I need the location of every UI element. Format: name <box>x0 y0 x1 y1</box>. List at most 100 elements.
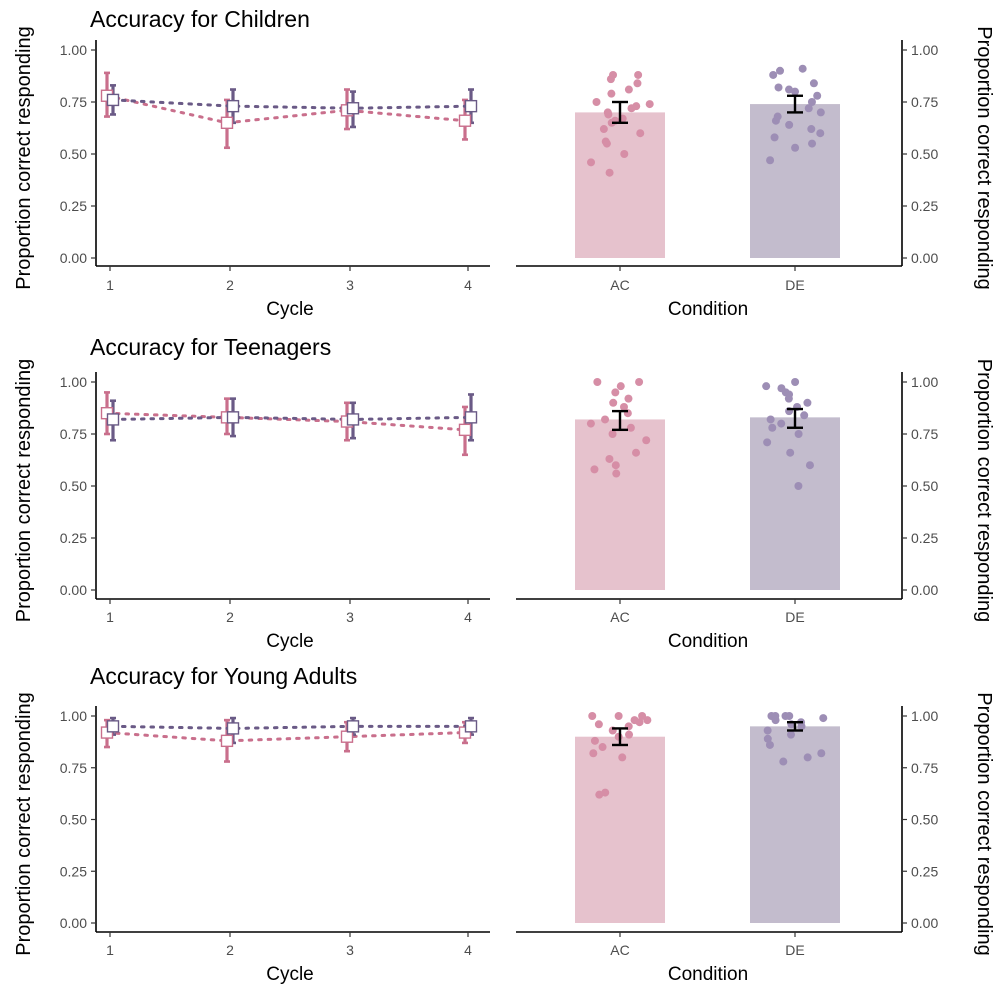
data-point-AC <box>602 139 611 148</box>
chart-title: Accuracy for Children <box>90 6 310 32</box>
series-line-DE <box>111 415 473 421</box>
y-tick-label: 0.25 <box>60 198 87 214</box>
marker-DE <box>106 93 120 107</box>
data-point-DE <box>813 91 822 100</box>
data-point-AC <box>612 469 621 478</box>
data-point-AC <box>586 419 595 428</box>
y-tick-label: 1.00 <box>911 374 938 390</box>
data-point-DE <box>791 378 800 386</box>
data-point-AC <box>605 454 614 463</box>
data-point-DE <box>803 398 812 407</box>
x-tick-label: AC <box>610 277 629 293</box>
data-point-DE <box>777 419 786 428</box>
data-point-AC <box>645 100 654 109</box>
marker-DE <box>106 720 120 733</box>
data-point-AC <box>614 732 623 741</box>
y-tick-label: 0.00 <box>911 915 938 931</box>
data-point-AC <box>634 70 643 79</box>
data-point-AC <box>587 158 596 167</box>
marker-DE <box>464 411 478 424</box>
data-point-AC <box>588 712 597 720</box>
x-tick-label: 4 <box>464 942 472 958</box>
x-axis-label: Condition <box>668 299 748 320</box>
line-panel: Proportion correct responding 0.00 0.25 0.5… <box>13 359 490 652</box>
x-tick-label: 3 <box>346 609 354 625</box>
bar-panel: 0.00 0.25 0.50 0.75 1.00 Proportion correct r… <box>516 359 995 652</box>
y-tick-label: 0.75 <box>60 760 87 776</box>
y-tick-label: 1.00 <box>911 708 938 724</box>
y-tick-label: 0.00 <box>911 250 938 266</box>
x-tick-label: 4 <box>464 277 472 293</box>
data-point-DE <box>791 143 800 152</box>
data-point-AC <box>626 423 635 432</box>
data-point-DE <box>770 133 779 142</box>
data-point-AC <box>619 402 628 411</box>
x-tick-label: AC <box>610 609 629 625</box>
data-point-AC <box>614 712 623 720</box>
data-point-DE <box>774 83 783 92</box>
data-point-AC <box>601 415 610 424</box>
y-tick-label: 1.00 <box>60 374 87 390</box>
marker-AC <box>220 116 234 130</box>
data-point-DE <box>776 66 785 75</box>
data-point-AC <box>605 168 614 177</box>
data-point-AC <box>611 461 620 470</box>
data-point-DE <box>766 156 775 165</box>
marker-AC <box>340 730 354 743</box>
data-point-DE <box>800 411 809 420</box>
bar-DE <box>750 726 840 923</box>
data-point-AC <box>598 743 607 752</box>
data-point-DE <box>768 423 777 432</box>
y-axis-label: Proportion correct responding <box>973 359 995 622</box>
data-point-DE <box>804 104 813 113</box>
y-axis-label: Proportion correct responding <box>973 26 995 289</box>
bar-AC <box>575 112 665 259</box>
data-point-DE <box>803 753 812 762</box>
data-point-AC <box>633 79 642 88</box>
bar-AC <box>575 419 665 590</box>
row-3: Accuracy for Young Adults Proportion corr… <box>13 663 995 985</box>
data-point-DE <box>769 70 778 79</box>
data-point-DE <box>786 730 795 739</box>
data-point-AC <box>595 790 604 799</box>
bar-panel: 0.00 0.25 0.50 0.75 1.00 Proportion correct r… <box>516 26 995 320</box>
data-point-DE <box>794 430 803 438</box>
x-tick-label: 2 <box>226 942 234 958</box>
x-axis-label: Cycle <box>266 631 314 652</box>
data-point-DE <box>784 394 793 403</box>
data-point-AC <box>609 398 618 407</box>
y-tick-label: 0.25 <box>60 863 87 879</box>
data-point-AC <box>594 720 603 729</box>
y-axis-label: Proportion correct responding <box>13 692 35 955</box>
marker-AC <box>220 734 234 748</box>
y-tick-label: 0.50 <box>60 146 87 162</box>
marker-DE <box>464 99 478 113</box>
marker-DE <box>226 411 240 424</box>
y-tick-label: 0.75 <box>911 426 938 442</box>
data-point-DE <box>794 482 803 490</box>
y-tick-label: 0.25 <box>911 198 938 214</box>
data-point-AC <box>606 75 615 84</box>
y-tick-label: 0.25 <box>911 530 938 546</box>
x-tick-label: AC <box>610 942 629 958</box>
data-point-AC <box>592 98 601 106</box>
data-point-AC <box>624 394 633 403</box>
data-point-DE <box>763 734 772 743</box>
data-point-AC <box>643 716 652 725</box>
series-line-DE <box>111 98 473 110</box>
line-panel: Proportion correct responding 0.00 0.25 0.5… <box>13 692 490 985</box>
data-point-AC <box>599 125 608 134</box>
bar-DE <box>750 417 840 590</box>
y-tick-label: 0.50 <box>911 146 938 162</box>
x-axis-label: Cycle <box>266 964 314 985</box>
data-point-AC <box>608 430 617 438</box>
data-point-AC <box>632 102 641 111</box>
line-panel: Proportion correct responding 0.00 0.25 0.5… <box>13 26 490 320</box>
data-point-AC <box>604 110 613 119</box>
x-tick-label: 1 <box>106 609 114 625</box>
data-point-DE <box>771 716 780 725</box>
data-point-AC <box>611 388 620 397</box>
data-point-DE <box>763 438 772 447</box>
